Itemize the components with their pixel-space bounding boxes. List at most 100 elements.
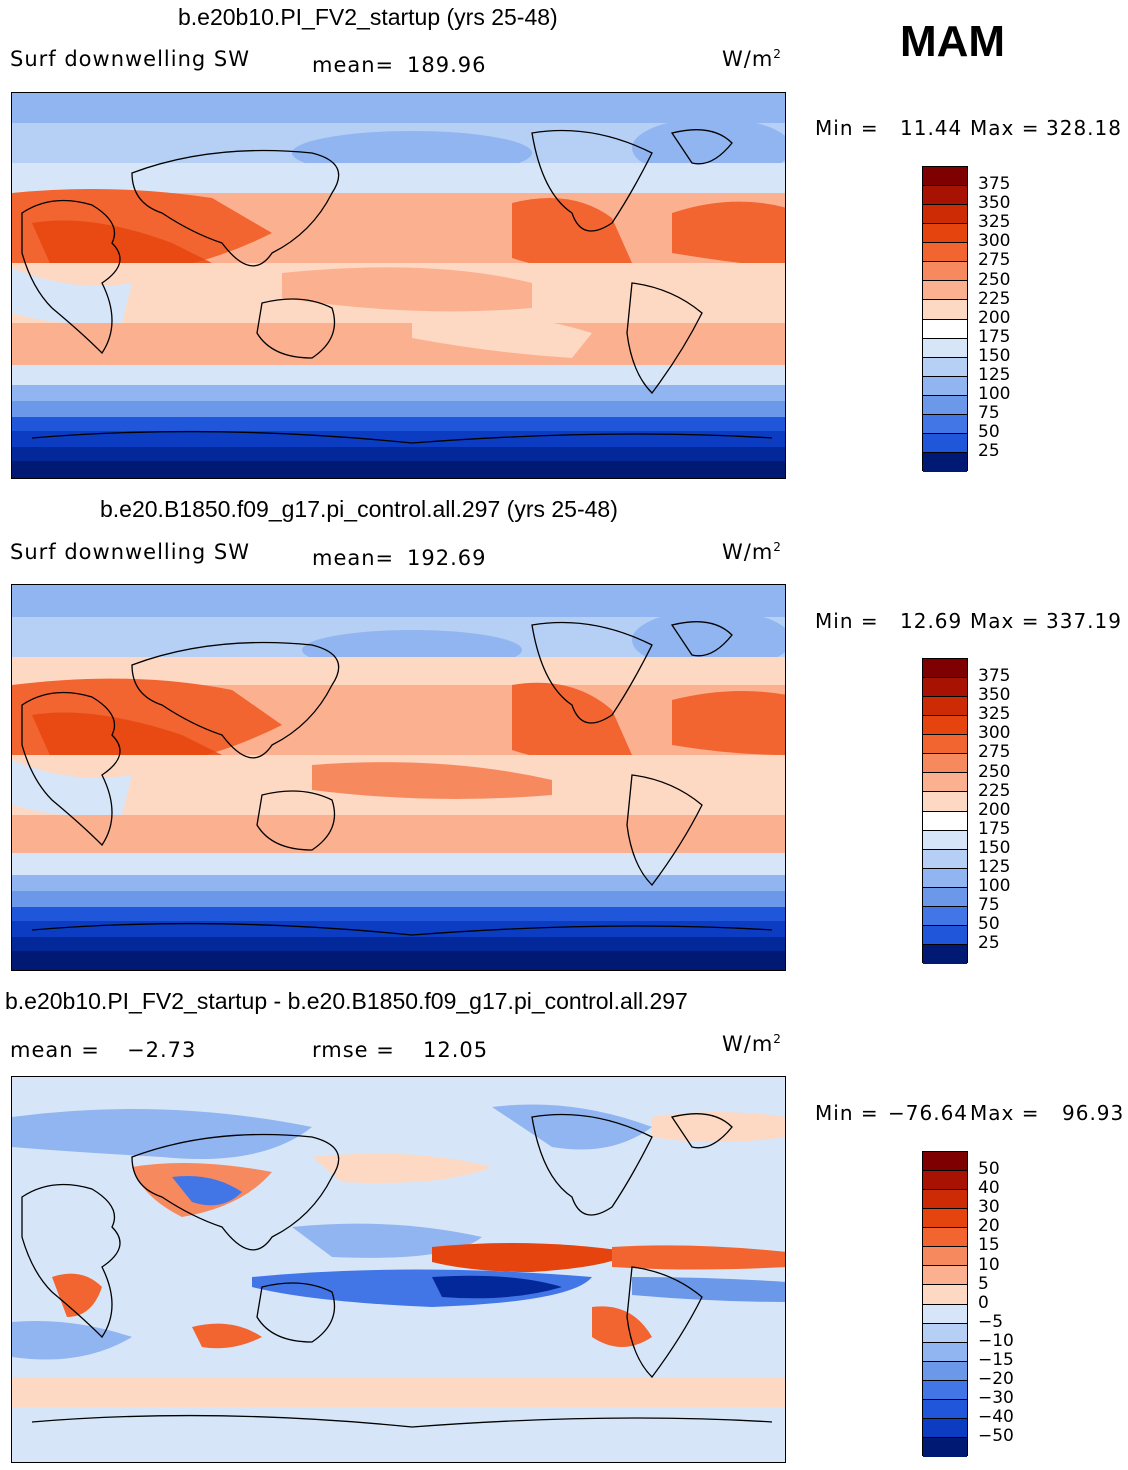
colorbar-segment	[923, 281, 967, 301]
colorbar-segment	[923, 849, 967, 869]
panel1-mean-label: mean=	[312, 53, 395, 77]
colorbar-tick-label: 175	[978, 818, 1011, 839]
colorbar-segment	[923, 906, 967, 926]
colorbar-tick-label: 150	[978, 837, 1011, 858]
colorbar-tick-label: 100	[978, 876, 1011, 897]
colorbar-segment	[923, 830, 967, 850]
panel1-colorbar	[922, 166, 968, 472]
colorbar-tick-label: 325	[978, 212, 1011, 233]
colorbar-segment	[923, 186, 967, 206]
panel3-mean-value: −2.73	[127, 1038, 197, 1062]
colorbar-tick-label: 50	[978, 914, 1000, 935]
colorbar-tick-label: −30	[978, 1388, 1014, 1409]
panel2-colorbar	[922, 658, 968, 964]
panel2-mean-label: mean=	[312, 546, 395, 570]
colorbar-segment	[923, 224, 967, 244]
colorbar-tick-label: 275	[978, 742, 1011, 763]
colorbar-tick-label: 225	[978, 780, 1011, 801]
panel1-map	[11, 92, 786, 479]
colorbar-tick-label: 200	[978, 307, 1011, 328]
colorbar-segment	[923, 1437, 967, 1457]
colorbar-segment	[923, 1171, 967, 1191]
colorbar-segment	[923, 735, 967, 755]
colorbar-tick-label: 5	[978, 1273, 989, 1294]
colorbar-segment	[923, 678, 967, 698]
colorbar-segment	[923, 1209, 967, 1229]
colorbar-segment	[923, 1152, 967, 1172]
colorbar-segment	[923, 925, 967, 945]
panel3-min-value: −76.64	[888, 1101, 969, 1125]
colorbar-segment	[923, 243, 967, 263]
panel3-max-label: Max =	[970, 1101, 1040, 1125]
colorbar-segment	[923, 1380, 967, 1400]
colorbar-tick-label: 50	[978, 1159, 1000, 1179]
colorbar-tick-label: −50	[978, 1426, 1014, 1447]
colorbar-segment	[923, 1247, 967, 1267]
colorbar-tick-label: 250	[978, 761, 1011, 782]
colorbar-segment	[923, 1399, 967, 1419]
colorbar-tick-label: 20	[978, 1216, 1000, 1237]
panel2-max-value: 337.19	[1046, 609, 1122, 633]
panel2-map	[11, 584, 786, 971]
panel1-mean-value: 189.96	[407, 53, 487, 77]
colorbar-tick-label: 250	[978, 269, 1011, 290]
colorbar-segment	[923, 868, 967, 888]
panel1-max-label: Max =	[970, 116, 1040, 140]
panel1-min-value: 11.44	[900, 116, 963, 140]
colorbar-segment	[923, 395, 967, 415]
colorbar-tick-label: 325	[978, 704, 1011, 725]
colorbar-segment	[923, 811, 967, 831]
panel2-units: W/m2	[722, 540, 782, 564]
colorbar-segment	[923, 1228, 967, 1248]
colorbar-tick-label: 50	[978, 422, 1000, 443]
colorbar-segment	[923, 205, 967, 225]
colorbar-tick-label: 25	[978, 933, 1000, 954]
colorbar-tick-label: 350	[978, 193, 1011, 214]
colorbar-tick-label: −20	[978, 1369, 1014, 1390]
colorbar-tick-label: 225	[978, 288, 1011, 309]
colorbar-tick-label: 150	[978, 345, 1011, 366]
panel3-rmse-label: rmse =	[312, 1038, 395, 1062]
colorbar-tick-label: 300	[978, 723, 1011, 744]
panel2-min-value: 12.69	[900, 609, 963, 633]
colorbar-tick-label: 25	[978, 441, 1000, 462]
colorbar-segment	[923, 376, 967, 396]
colorbar-tick-label: −5	[978, 1311, 1004, 1332]
colorbar-segment	[923, 1342, 967, 1362]
colorbar-segment	[923, 697, 967, 717]
panel1-variable-label: Surf downwelling SW	[10, 47, 251, 71]
colorbar-segment	[923, 1285, 967, 1305]
colorbar-tick-label: 175	[978, 326, 1011, 347]
panel1-min-label: Min =	[815, 116, 879, 140]
colorbar-segment	[923, 792, 967, 812]
colorbar-segment	[923, 754, 967, 774]
colorbar-segment	[923, 414, 967, 434]
colorbar-segment	[923, 887, 967, 907]
colorbar-tick-label: 125	[978, 857, 1011, 877]
colorbar-segment	[923, 338, 967, 358]
colorbar-tick-label: 200	[978, 799, 1011, 820]
colorbar-segment	[923, 716, 967, 736]
panel1-units: W/m2	[722, 47, 782, 71]
colorbar-tick-label: 75	[978, 403, 1000, 424]
panel3-max-value: 96.93	[1062, 1101, 1125, 1125]
colorbar-segment	[923, 1361, 967, 1381]
colorbar-segment	[923, 773, 967, 793]
panel2-min-label: Min =	[815, 609, 879, 633]
colorbar-segment	[923, 1266, 967, 1286]
colorbar-segment	[923, 1190, 967, 1210]
colorbar-tick-label: 100	[978, 384, 1011, 405]
colorbar-tick-label: 350	[978, 685, 1011, 706]
colorbar-segment	[923, 300, 967, 320]
colorbar-tick-label: 10	[978, 1254, 1000, 1275]
season-label: MAM	[900, 17, 1006, 66]
panel2-mean-value: 192.69	[407, 546, 487, 570]
colorbar-segment	[923, 659, 967, 679]
colorbar-segment	[923, 167, 967, 187]
colorbar-tick-label: 75	[978, 895, 1000, 916]
colorbar-tick-label: 0	[978, 1292, 989, 1313]
panel2-variable-label: Surf downwelling SW	[10, 540, 251, 564]
panel3-title: b.e20b10.PI_FV2_startup - b.e20.B1850.f0…	[5, 988, 688, 1014]
colorbar-tick-label: −15	[978, 1350, 1014, 1370]
colorbar-segment	[923, 319, 967, 339]
